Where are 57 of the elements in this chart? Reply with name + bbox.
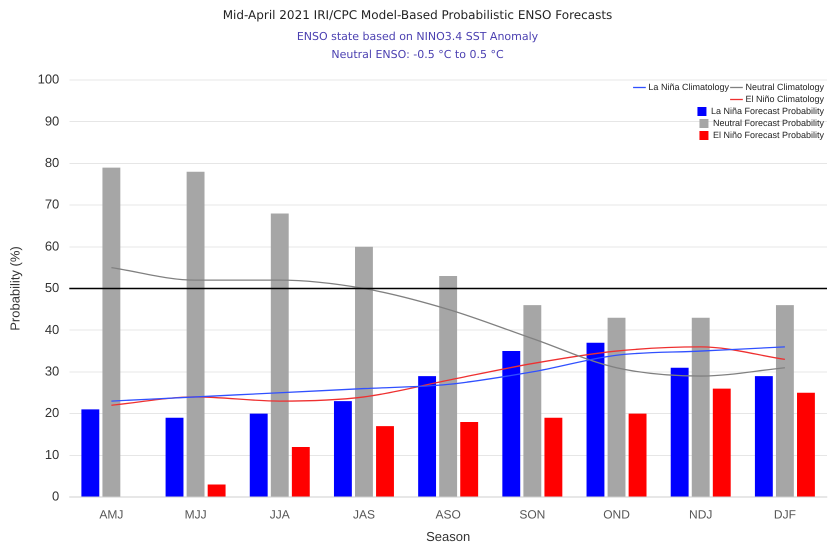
- chart-title: Mid-April 2021 IRI/CPC Model-Based Probabilistic ENSO Forecasts: [222, 8, 614, 22]
- y-tick-label: 0: [52, 488, 60, 504]
- y-tick-label: 60: [44, 238, 60, 254]
- bar: [166, 418, 184, 496]
- bar: [250, 414, 268, 496]
- y-tick-label: 80: [44, 154, 60, 170]
- x-tick-label: JAS: [352, 508, 375, 522]
- x-tick-label: JJA: [270, 508, 290, 522]
- legend-label: El Niño Forecast Probability: [712, 130, 824, 140]
- y-tick-label: 70: [44, 196, 60, 212]
- y-tick-label: 20: [44, 405, 60, 420]
- x-tick-label: SON: [519, 508, 546, 522]
- x-tick-label: OND: [603, 508, 630, 522]
- bar: [334, 401, 352, 496]
- bar: [502, 351, 520, 496]
- bar: [628, 414, 647, 496]
- bar: [439, 276, 458, 496]
- legend-label: Neutral Climatology: [745, 82, 824, 92]
- bar: [376, 426, 394, 496]
- bar: [670, 368, 689, 496]
- bar: [208, 484, 226, 496]
- x-tick-label: DJF: [774, 508, 796, 522]
- bar: [608, 318, 626, 496]
- bar: [544, 418, 562, 496]
- y-tick-label: 90: [44, 113, 60, 128]
- y-tick-label: 40: [44, 322, 60, 337]
- bar: [292, 446, 310, 496]
- bar: [712, 388, 731, 496]
- bar: [754, 376, 773, 496]
- bar: [186, 172, 205, 496]
- chart-subtitle: ENSO state based on NINO3.4 SST Anomaly Neutral ENSO: -0.5 °C to 0.5 °C: [296, 29, 540, 63]
- x-tick-label: NDJ: [689, 508, 712, 522]
- bar: [418, 376, 436, 496]
- bar: [586, 342, 604, 496]
- y-axis-title: Probability (%): [7, 246, 22, 331]
- bar: [270, 213, 289, 496]
- line-series: [110, 267, 786, 377]
- bar: [102, 168, 120, 496]
- y-tick-label: 10: [44, 446, 60, 462]
- bar: [523, 305, 542, 496]
- bar: [355, 246, 373, 496]
- y-tick-label: 50: [44, 280, 60, 296]
- legend-label: Neutral Forecast Probability: [712, 118, 824, 128]
- legend-label: La Niña Forecast Probability: [710, 106, 824, 116]
- legend-label: La Niña Climatology: [648, 82, 730, 92]
- bar: [460, 422, 478, 496]
- legend-label: El Niño Climatology: [745, 94, 824, 104]
- bar: [797, 392, 815, 496]
- x-tick-label: ASO: [435, 508, 461, 522]
- y-tick-label: 100: [38, 72, 60, 87]
- x-tick-label: AMJ: [99, 508, 124, 522]
- bar: [776, 305, 794, 496]
- bar: [692, 318, 710, 496]
- bar: [81, 409, 100, 496]
- x-tick-label: MJJ: [184, 508, 207, 522]
- x-axis-title: Season: [426, 528, 470, 544]
- y-tick-label: 30: [44, 363, 60, 378]
